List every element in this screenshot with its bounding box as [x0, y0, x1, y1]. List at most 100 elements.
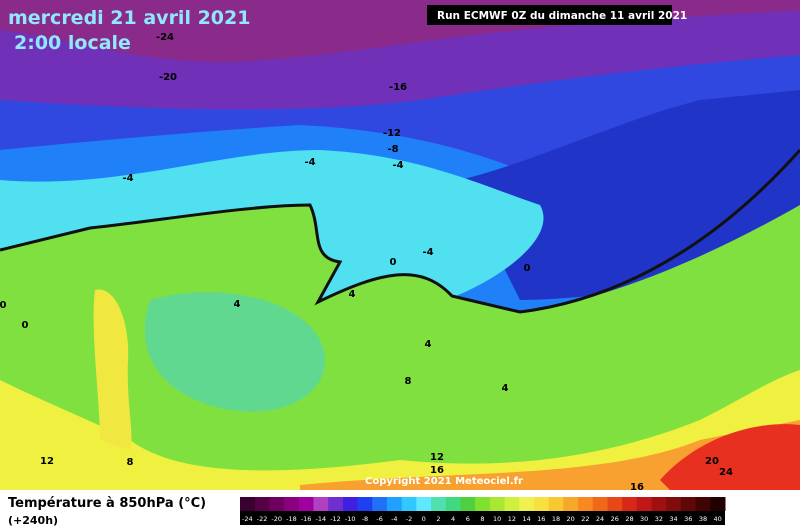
- color-swatch: [622, 497, 638, 511]
- legend-tick-label: 36: [684, 515, 692, 523]
- color-swatch: [578, 497, 594, 511]
- run-box: [427, 5, 672, 25]
- contour-label: 0: [22, 320, 29, 331]
- contour-label: 16: [630, 482, 644, 493]
- legend-tick-label: 40: [714, 515, 722, 523]
- contour-label: -4: [392, 160, 403, 171]
- legend-tick-label: 34: [669, 515, 677, 523]
- contour-label: -4: [304, 157, 315, 168]
- contour-label: -20: [159, 72, 177, 83]
- color-swatch: [431, 497, 447, 511]
- legend-tick-label: 12: [508, 515, 516, 523]
- map-background: [0, 0, 800, 490]
- legend-tick-label: 6: [466, 515, 470, 523]
- legend-tick-label: 14: [522, 515, 530, 523]
- color-swatch: [489, 497, 506, 511]
- run-info: Run ECMWF 0Z du dimanche 11 avril 2021: [437, 10, 687, 22]
- legend-tick-label: 26: [611, 515, 619, 523]
- color-swatch: [284, 497, 300, 511]
- legend-tick-label: -16: [301, 515, 312, 523]
- color-swatch: [504, 497, 520, 511]
- color-swatch: [313, 497, 329, 511]
- color-swatch: [357, 497, 373, 511]
- legend-tick-label: 30: [640, 515, 648, 523]
- color-swatch: [666, 497, 682, 511]
- color-swatch: [636, 497, 653, 511]
- color-swatch: [475, 497, 491, 511]
- color-swatch: [607, 497, 623, 511]
- contour-label: -12: [383, 128, 401, 139]
- color-swatch: [401, 497, 417, 511]
- color-swatch: [269, 497, 285, 511]
- legend-tick-label: -6: [376, 515, 382, 523]
- legend-tick-label: 16: [537, 515, 545, 523]
- legend-tick-label: 18: [552, 515, 560, 523]
- contour-label: 0: [0, 300, 7, 311]
- legend-title: Température à 850hPa (°C): [8, 496, 206, 511]
- contour-label: 4: [234, 299, 241, 310]
- legend-tick-label: 28: [625, 515, 633, 523]
- color-swatch: [460, 497, 476, 511]
- legend-tick-label: -2: [406, 515, 412, 523]
- legend-tick-label: -24: [242, 515, 253, 523]
- color-swatch: [592, 497, 608, 511]
- contour-label: 24: [719, 467, 733, 478]
- color-swatch: [680, 497, 697, 511]
- color-swatch: [445, 497, 461, 511]
- legend-tick-label: -14: [316, 515, 327, 523]
- contour-label: -8: [387, 144, 398, 155]
- color-swatch: [563, 497, 579, 511]
- color-swatch: [416, 497, 432, 511]
- contour-label: -24: [156, 32, 174, 43]
- legend-tick-label: 4: [451, 515, 455, 523]
- color-swatch: [298, 497, 314, 511]
- color-swatch: [372, 497, 388, 511]
- copyright: Copyright 2021 Meteociel.fr: [365, 476, 523, 487]
- legend-tick-label: 24: [596, 515, 604, 523]
- color-swatch: [548, 497, 564, 511]
- color-swatch: [240, 497, 256, 511]
- contour-label: -16: [389, 82, 407, 93]
- color-swatch: [254, 497, 270, 511]
- legend-tick-label: -12: [330, 515, 341, 523]
- legend-tick-label: 0: [422, 515, 426, 523]
- contour-label: 0: [524, 263, 531, 274]
- legend-subtitle: (+240h): [8, 514, 58, 527]
- color-swatch: [519, 497, 535, 511]
- date: mercredi 21 avril 2021: [8, 7, 250, 29]
- legend-tick-label: 10: [493, 515, 501, 523]
- legend-tick-label: -4: [391, 515, 397, 523]
- contour-label: 4: [349, 289, 356, 300]
- contour-label: 8: [405, 376, 412, 387]
- contour-label: -4: [422, 247, 433, 258]
- legend-tick-label: 8: [480, 515, 484, 523]
- color-swatch: [342, 497, 359, 511]
- legend-tick-label: 32: [655, 515, 663, 523]
- contour-label: 4: [425, 339, 432, 350]
- legend-tick-label: 20: [567, 515, 575, 523]
- legend-tick-strip: [240, 511, 725, 525]
- legend-tick-label: -18: [286, 515, 297, 523]
- contour-label: 20: [705, 456, 719, 467]
- color-swatch: [533, 497, 550, 511]
- color-swatch: [328, 497, 344, 511]
- legend-tick-label: -20: [271, 515, 282, 523]
- contour-label: 16: [430, 465, 444, 476]
- legend-tick-label: 22: [581, 515, 589, 523]
- legend-tick-label: -10: [345, 515, 356, 523]
- color-swatch: [695, 497, 711, 511]
- color-swatch: [386, 497, 403, 511]
- color-swatch: [651, 497, 667, 511]
- contour-label: 12: [40, 456, 54, 467]
- legend-tick-label: 2: [436, 515, 440, 523]
- contour-label: 8: [127, 457, 134, 468]
- time: 2:00 locale: [14, 32, 131, 54]
- legend-tick-label: 38: [699, 515, 707, 523]
- contour-label: -4: [122, 173, 133, 184]
- contour-label: 0: [390, 257, 397, 268]
- contour-label: 12: [430, 452, 444, 463]
- contour-label: 4: [502, 383, 509, 394]
- legend-tick-label: -22: [257, 515, 268, 523]
- color-swatch: [710, 497, 726, 511]
